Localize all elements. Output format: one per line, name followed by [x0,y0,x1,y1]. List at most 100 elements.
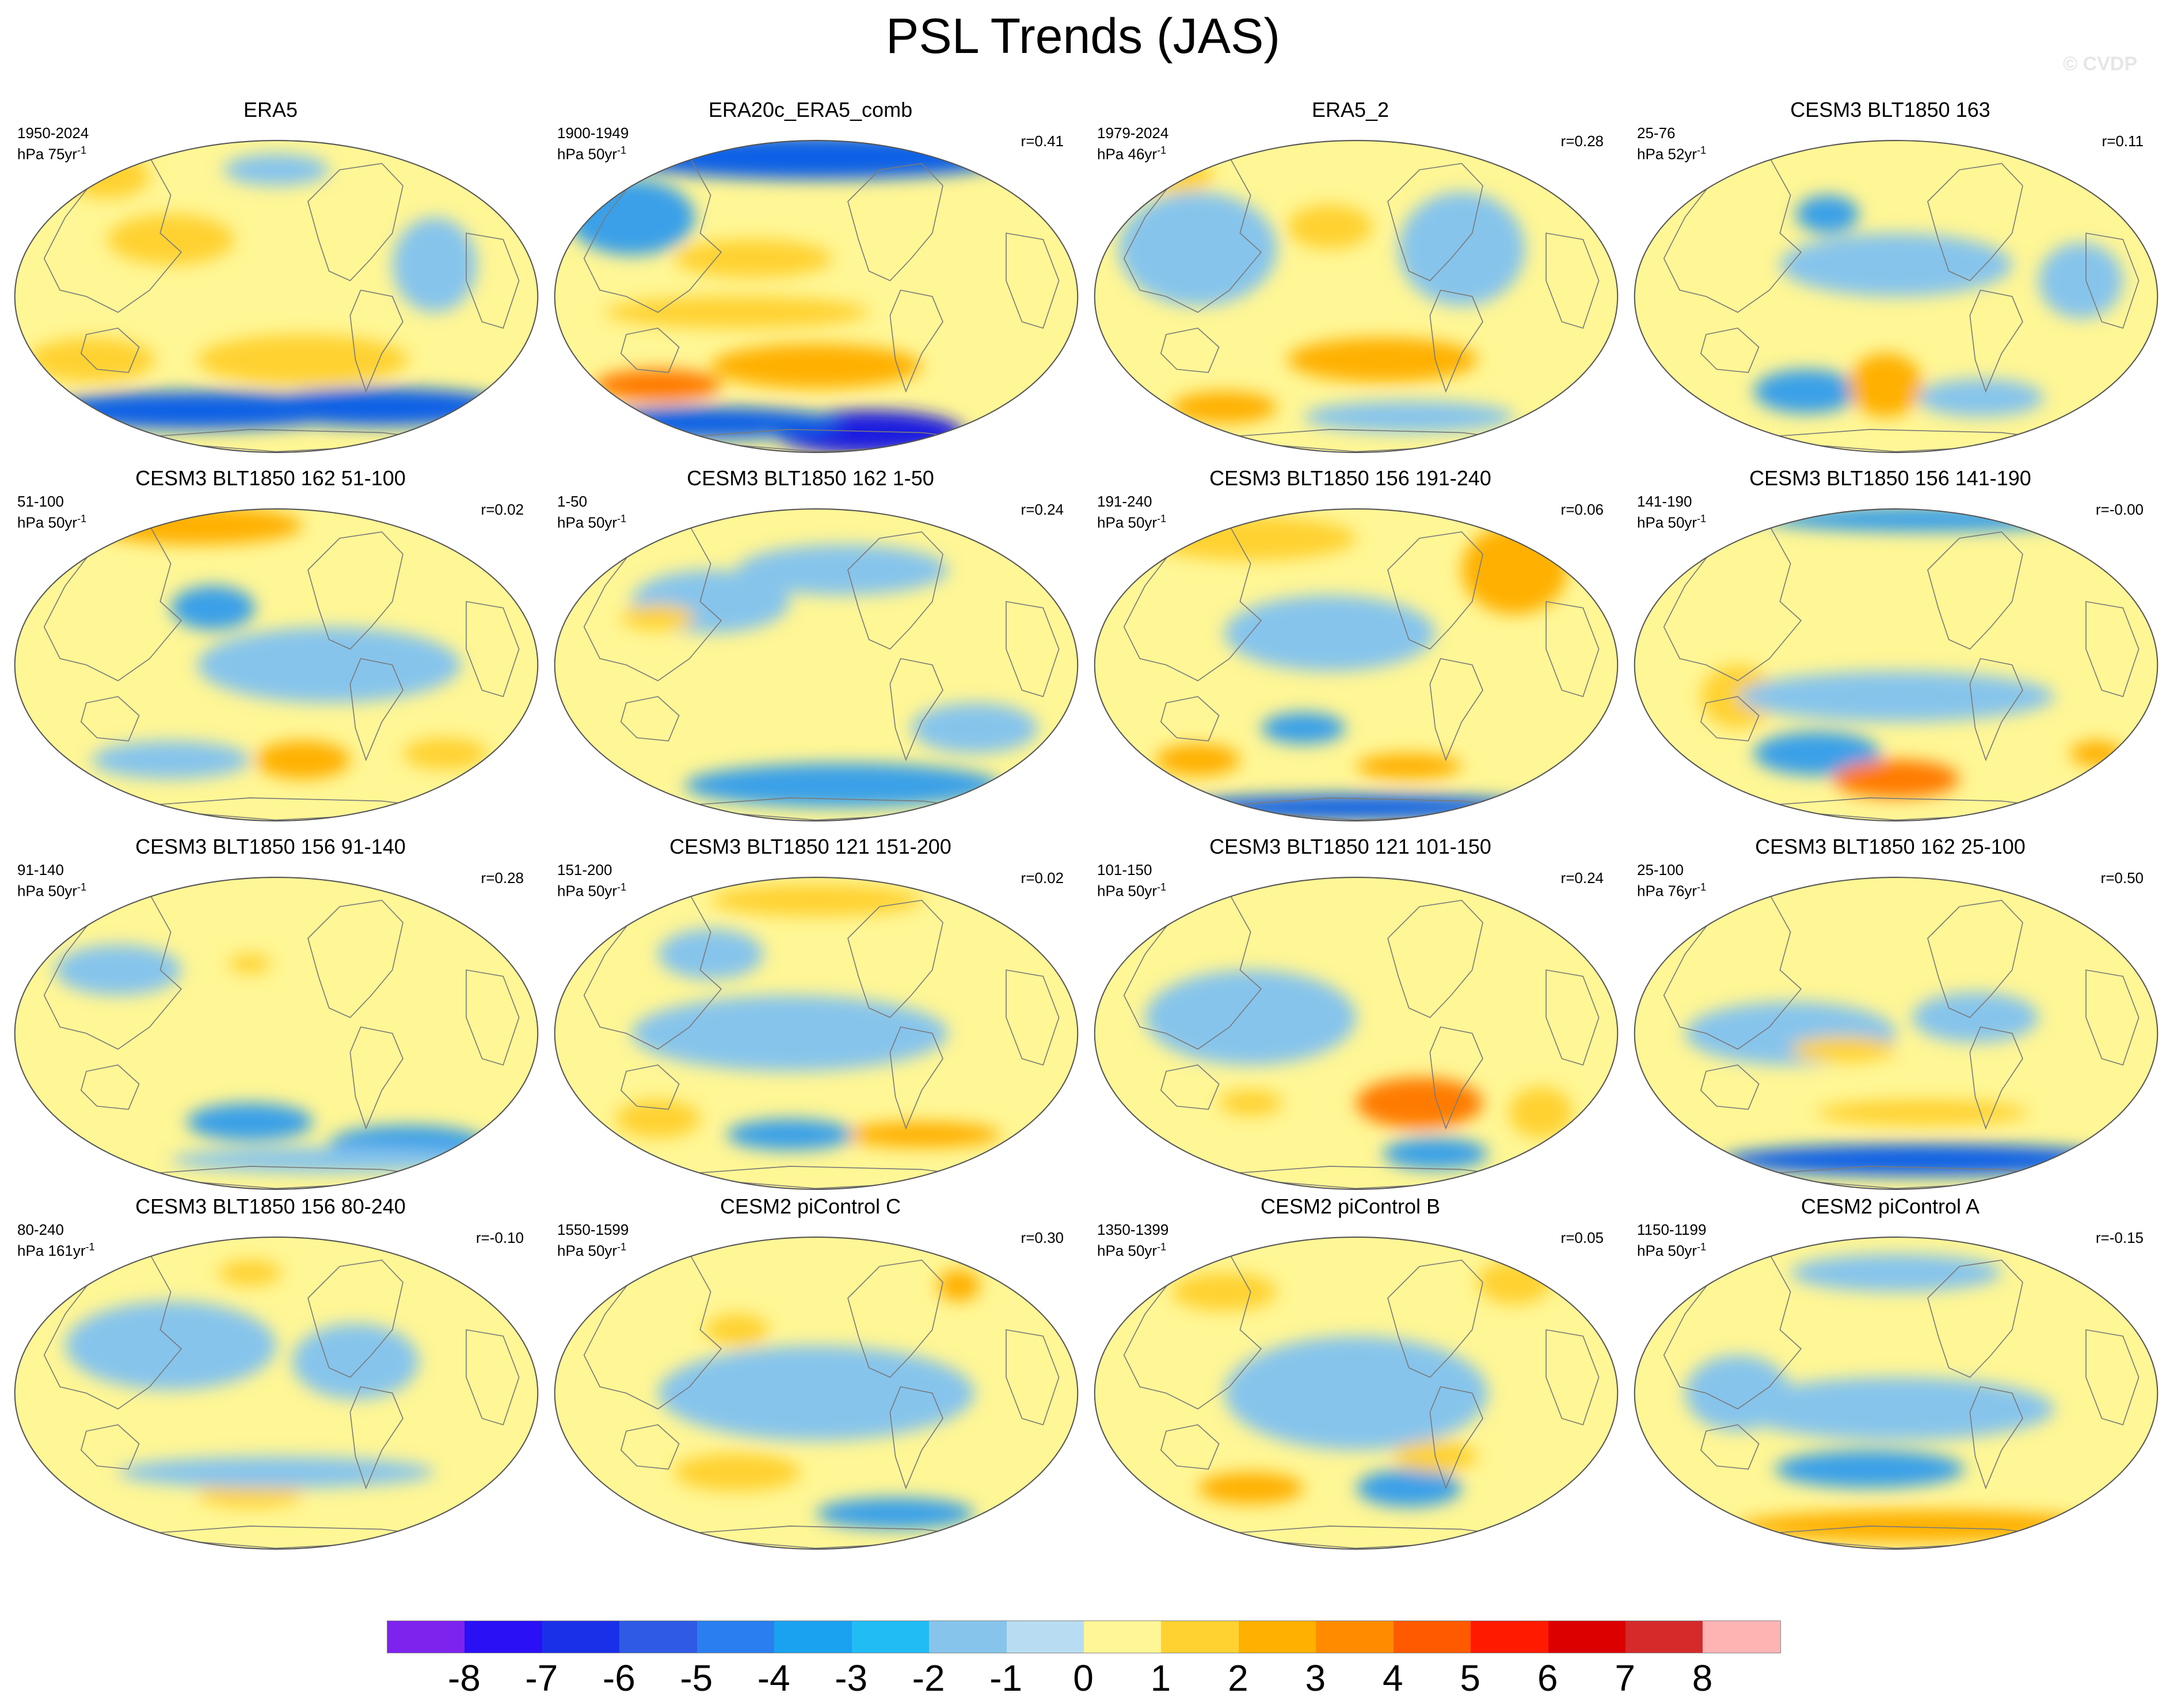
trend-anomaly [1685,1355,1791,1431]
trend-anomaly [1912,992,2039,1043]
colorbar-box [465,1621,542,1653]
coastline [1387,531,1483,650]
colorbar-box [1548,1621,1626,1653]
map-border [554,508,1079,821]
colorbar-box [1006,1621,1084,1653]
panel-title: CESM3 BLT1850 156 141-190 [1749,466,2031,490]
coastline [1700,696,1760,741]
trend-anomaly [1155,744,1240,776]
map-border [1634,1237,2159,1550]
trend-anomaly [816,1497,974,1530]
map-border [14,1237,539,1550]
trend-anomaly [1795,195,1859,233]
map-panel: ERA5 1950-2024 hPa 75yr-1 [6,98,539,455]
trend-map [1634,508,2159,821]
coastline [847,163,943,282]
map-panel: CESM3 BLT1850 162 1-50 1-50 hPa 50yr-1 r=0.… [546,466,1079,823]
units-exponent: -1 [617,1241,627,1253]
coastline [1545,601,1600,698]
trend-anomaly [1461,526,1567,614]
coastline [466,601,520,698]
pattern-correlation: r=0.28 [481,869,524,887]
colorbar-label: -5 [680,1657,713,1699]
coastline [1006,233,1060,329]
colorbar-label: -8 [447,1657,481,1699]
panel-units: hPa 50yr-1 [1097,510,1166,531]
units-exponent: -1 [1697,144,1707,156]
pattern-correlation: r=0.24 [1021,501,1064,518]
units-exponent: -1 [1697,1241,1707,1253]
coastline [620,328,680,373]
colorbar-box [696,1621,775,1653]
colorbar-labels: -8 -7 -6 -5 -4 -3 -2 -1 0 1 2 3 4 5 6 7 8 [387,1657,1780,1703]
trend-anomaly [911,703,1038,754]
panel-years: 1550-1599 [557,1221,629,1238]
coastline [466,969,520,1066]
coastline [1700,1064,1760,1110]
coastline [1429,1386,1483,1490]
panel-title: CESM3 BLT1850 162 51-100 [135,466,406,490]
trend-anomaly [1287,204,1372,249]
units-label: hPa 52yr [1637,145,1697,163]
trend-map [554,877,1079,1190]
coastline [1969,1386,2023,1490]
units-exponent: -1 [617,513,627,524]
trend-anomaly [107,214,234,265]
panel-years: 191-240 [1097,493,1152,510]
trend-anomaly [578,407,843,439]
coastline [1160,696,1220,741]
panel-units: hPa 50yr-1 [17,510,86,531]
trend-anomaly [1775,1450,1965,1488]
colorbar-label: -3 [835,1657,868,1699]
trend-anomaly [1356,1469,1462,1507]
coastline [349,290,403,393]
trend-anomaly [292,1323,419,1399]
panel-title: CESM2 piControl A [1800,1195,1980,1218]
trend-anomaly [1118,192,1277,306]
units-exponent: -1 [77,144,87,156]
colorbar-label: 1 [1150,1657,1171,1699]
trend-anomaly [1738,1377,2054,1441]
trend-anomaly [1356,1078,1483,1128]
panel-years: 1950-2024 [17,124,89,142]
trend-anomaly [1303,401,1514,433]
coastline [889,1026,943,1130]
trend-anomaly [842,1122,1001,1147]
pattern-correlation: r=-0.10 [475,1229,524,1246]
panel-title: CESM3 BLT1850 163 [1790,98,1990,121]
colorbar-label: 8 [1692,1657,1713,1699]
panel-title: CESM2 piControl C [720,1195,901,1218]
trend-anomaly [726,1119,854,1151]
trend-anomaly [229,954,271,973]
trend-anomaly [1224,595,1436,671]
trend-anomaly [1738,671,2054,722]
panel-units: hPa 50yr-1 [557,1238,626,1260]
trend-anomaly [403,737,488,770]
colorbar-box [1626,1621,1703,1653]
trend-map [1094,140,1619,453]
coastline [307,1260,403,1378]
panel-title: ERA20c_ERA5_comb [708,98,913,121]
trend-anomaly [28,337,155,382]
panel-years: 101-150 [1097,861,1152,878]
map-panel: ERA5_2 1979-2024 hPa 46yr-1 r=0.28 [1086,98,1619,455]
colorbar-box [929,1621,1007,1653]
panel-title: CESM3 BLT1850 121 151-200 [669,835,951,858]
coastline [307,163,403,282]
coastline [620,1424,680,1470]
colorbar [387,1620,1781,1653]
pattern-correlation: r=0.02 [481,501,524,518]
colorbar-box [1083,1621,1162,1653]
trend-anomaly [673,1453,801,1492]
coastline [2085,1329,2140,1426]
panel-title: CESM3 BLT1850 121 101-150 [1209,835,1491,858]
coastline [307,900,403,1018]
panel-title: ERA5 [243,98,298,121]
trend-anomaly [1198,1472,1304,1504]
map-border [1634,140,2159,453]
trend-anomaly [197,334,409,385]
panel-units: hPa 50yr-1 [557,510,626,531]
trend-anomaly [197,1482,303,1507]
panel-title: CESM3 BLT1850 156 80-240 [135,1195,406,1218]
panel-units: hPa 50yr-1 [557,878,626,900]
